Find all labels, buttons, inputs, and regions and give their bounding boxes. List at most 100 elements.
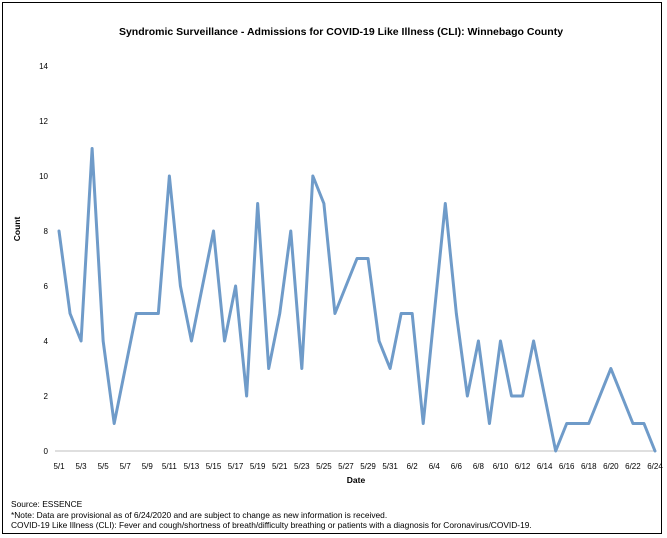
x-tick-label: 6/22 bbox=[625, 462, 641, 471]
x-axis-label: Date bbox=[347, 475, 366, 485]
notes-block: Source: ESSENCE *Note: Data are provisio… bbox=[11, 499, 661, 531]
x-tick-label: 5/3 bbox=[76, 462, 88, 471]
x-tick-label: 5/31 bbox=[382, 462, 398, 471]
data-point bbox=[444, 202, 447, 205]
y-tick-label: 0 bbox=[44, 447, 49, 456]
data-point bbox=[68, 312, 72, 315]
data-point bbox=[598, 394, 602, 398]
y-tick-label: 8 bbox=[44, 227, 49, 236]
x-tick-label: 5/5 bbox=[98, 462, 110, 471]
x-tick-label: 5/29 bbox=[360, 462, 376, 471]
data-point bbox=[322, 202, 326, 205]
data-point bbox=[201, 284, 204, 288]
x-tick-label: 6/12 bbox=[515, 462, 531, 471]
data-point bbox=[90, 147, 94, 150]
y-tick-label: 10 bbox=[39, 172, 48, 181]
x-tick-label: 5/1 bbox=[53, 462, 65, 471]
data-point bbox=[267, 367, 270, 370]
data-point bbox=[366, 257, 370, 260]
data-point bbox=[576, 422, 579, 425]
x-tick-label: 5/9 bbox=[142, 462, 154, 471]
x-tick-label: 5/25 bbox=[316, 462, 332, 471]
data-point bbox=[466, 394, 469, 398]
data-point bbox=[532, 339, 535, 343]
data-point bbox=[223, 339, 226, 343]
data-point bbox=[79, 339, 83, 343]
x-tick-label: 6/6 bbox=[451, 462, 463, 471]
data-point bbox=[388, 367, 392, 370]
y-tick-label: 4 bbox=[44, 337, 49, 346]
x-tick-label: 6/20 bbox=[603, 462, 619, 471]
data-point bbox=[101, 339, 105, 343]
data-point bbox=[146, 312, 149, 315]
data-point bbox=[344, 284, 348, 288]
x-tick-label: 6/2 bbox=[407, 462, 419, 471]
definition-note: COVID-19 Like Illness (CLI): Fever and c… bbox=[11, 520, 532, 530]
data-point bbox=[422, 422, 425, 425]
data-point bbox=[168, 174, 171, 178]
x-tick-label: 6/4 bbox=[429, 462, 441, 471]
data-point bbox=[377, 339, 381, 343]
data-point bbox=[631, 422, 635, 425]
data-point bbox=[587, 422, 590, 425]
data-point bbox=[543, 394, 546, 398]
x-tick-label: 5/17 bbox=[228, 462, 244, 471]
data-point bbox=[433, 312, 436, 315]
data-point bbox=[333, 312, 337, 315]
data-point bbox=[477, 339, 480, 343]
data-point bbox=[190, 339, 193, 343]
data-point bbox=[278, 312, 281, 315]
data-point bbox=[112, 422, 116, 425]
chart-title: Syndromic Surveillance - Admissions for … bbox=[119, 26, 563, 38]
x-tick-label: 5/23 bbox=[294, 462, 310, 471]
x-tick-label: 5/19 bbox=[250, 462, 266, 471]
data-point bbox=[620, 394, 624, 398]
y-tick-label: 6 bbox=[44, 282, 49, 291]
data-point bbox=[642, 422, 646, 425]
x-tick-label: 6/16 bbox=[559, 462, 575, 471]
data-point bbox=[311, 174, 315, 178]
x-tick-label: 6/14 bbox=[537, 462, 553, 471]
data-point bbox=[510, 394, 513, 398]
data-point bbox=[57, 229, 61, 233]
provisional-note: *Note: Data are provisional as of 6/24/2… bbox=[11, 509, 388, 520]
data-point bbox=[554, 449, 557, 453]
data-point bbox=[179, 284, 182, 288]
y-axis-label: Count bbox=[12, 217, 22, 242]
x-tick-label: 6/24 bbox=[647, 462, 663, 471]
source-note: Source: ESSENCE bbox=[11, 499, 83, 509]
data-point bbox=[234, 284, 237, 288]
y-tick-label: 14 bbox=[39, 62, 48, 71]
data-point bbox=[410, 312, 414, 315]
line-chart: Syndromic Surveillance - Admissions for … bbox=[12, 26, 663, 485]
data-point bbox=[256, 202, 259, 205]
x-tick-label: 5/7 bbox=[120, 462, 132, 471]
x-tick-label: 5/21 bbox=[272, 462, 288, 471]
data-point bbox=[135, 312, 138, 315]
x-tick-label: 6/8 bbox=[473, 462, 485, 471]
series-line bbox=[57, 147, 657, 453]
data-point bbox=[455, 312, 458, 315]
y-tick-label: 12 bbox=[39, 117, 48, 126]
x-tick-label: 6/18 bbox=[581, 462, 597, 471]
chart-frame: Syndromic Surveillance - Admissions for … bbox=[2, 2, 663, 534]
chart-area: Syndromic Surveillance - Admissions for … bbox=[3, 3, 663, 495]
data-point bbox=[212, 229, 215, 233]
data-point bbox=[124, 367, 127, 370]
data-point bbox=[521, 394, 524, 398]
data-point bbox=[565, 422, 568, 425]
data-point bbox=[289, 229, 292, 233]
x-tick-label: 5/15 bbox=[206, 462, 222, 471]
x-tick-label: 5/11 bbox=[162, 462, 178, 471]
y-tick-label: 2 bbox=[44, 392, 49, 401]
data-point bbox=[300, 367, 304, 370]
data-point bbox=[609, 367, 613, 370]
data-point bbox=[499, 339, 502, 343]
data-point bbox=[157, 312, 160, 315]
x-tick-label: 5/27 bbox=[338, 462, 354, 471]
data-point bbox=[653, 449, 657, 453]
data-point bbox=[245, 394, 248, 398]
data-point bbox=[399, 312, 403, 315]
data-point bbox=[488, 422, 491, 425]
x-tick-label: 6/10 bbox=[493, 462, 509, 471]
